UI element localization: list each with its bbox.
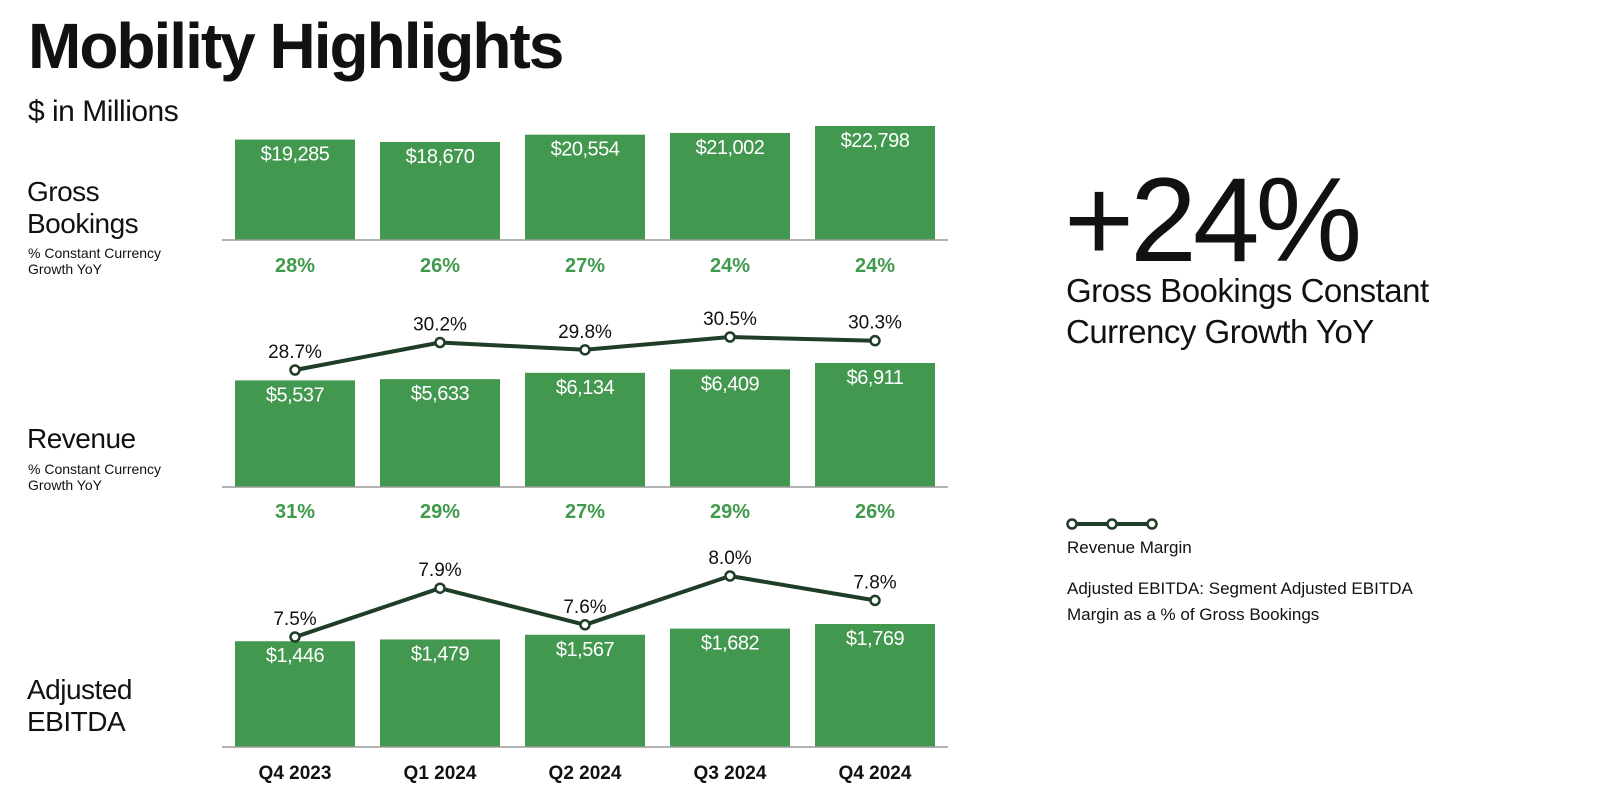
adjusted-ebitda-bar	[235, 641, 355, 747]
adjusted-ebitda-value-label: $1,479	[411, 643, 470, 665]
legend-label: Revenue Margin	[1067, 538, 1192, 557]
category-label: Q2 2024	[549, 763, 622, 784]
gross-bookings-growth-label: 27%	[565, 255, 605, 277]
revenue-margin-label: 30.2%	[413, 315, 467, 336]
gross-bookings-bar	[525, 134, 645, 240]
gross-bookings-growth-label: 24%	[710, 255, 750, 277]
gross-bookings-value-label: $22,798	[841, 130, 910, 152]
gross-bookings-growth-label: 28%	[275, 255, 315, 277]
gross-bookings-growth-label: 26%	[420, 255, 460, 277]
revenue-bar	[815, 363, 935, 487]
revenue-growth-label: 29%	[710, 501, 750, 523]
revenue-margin-point	[579, 344, 591, 356]
revenue-sublabel: % Constant Currency Growth YoY	[28, 461, 161, 493]
revenue-bar	[235, 380, 355, 487]
revenue-growth-label: 31%	[275, 501, 315, 523]
gross-bookings-bar	[380, 141, 500, 240]
page-subtitle: $ in Millions	[28, 95, 179, 128]
revenue-margin-point	[869, 334, 881, 347]
gross-bookings-label-line1: Gross	[27, 176, 100, 207]
legend-note: Adjusted EBITDA: Segment Adjusted EBITDA…	[1067, 579, 1412, 624]
revenue-margin-label: 30.3%	[848, 313, 902, 334]
adjusted-ebitda-margin-label: 7.5%	[273, 609, 316, 630]
gross-bookings-value-label: $18,670	[406, 146, 475, 168]
mobility-chart: $19,285 $18,670 $20,554 $21,002 $22,798 28% 26…	[222, 126, 948, 784]
revenue-margin-label: 28.7%	[268, 342, 322, 363]
adjusted-ebitda-label: Adjusted EBITDA	[27, 674, 132, 738]
gross-bookings-value-label: $20,554	[551, 139, 620, 161]
gross-bookings-bar	[670, 132, 790, 240]
revenue-value-label: $5,537	[266, 384, 325, 406]
adjusted-ebitda-margin-label: 7.9%	[418, 560, 461, 581]
revenue-margin-point	[434, 336, 446, 349]
legend-marker	[1146, 518, 1158, 530]
category-label: Q4 2024	[839, 763, 912, 784]
gross-bookings-growth-label: 24%	[855, 255, 895, 277]
revenue-growth-label: 26%	[855, 501, 895, 523]
adjusted-ebitda-margin-label: 7.8%	[853, 572, 896, 593]
adjusted-ebitda-margin-point	[579, 619, 591, 631]
gross-bookings-value-label: $21,002	[696, 137, 765, 159]
revenue-margin-point	[724, 331, 736, 343]
revenue-label: Revenue	[27, 423, 136, 454]
adjusted-ebitda-margin-point	[434, 582, 446, 594]
big-stat-value: +24%	[1064, 153, 1362, 287]
revenue-value-label: $6,409	[701, 373, 760, 395]
adjusted-ebitda-bar	[380, 639, 500, 747]
legend-marker	[1066, 518, 1078, 530]
revenue-value-label: $6,134	[556, 377, 615, 399]
revenue-bar	[525, 372, 645, 487]
revenue-growth-label: 27%	[565, 501, 605, 523]
page-title: Mobility Highlights	[28, 10, 564, 82]
adjusted-ebitda-value-label: $1,446	[266, 645, 325, 667]
adjusted-ebitda-bar	[670, 628, 790, 747]
revenue-margin-label: 29.8%	[558, 322, 612, 343]
adjusted-ebitda-bar	[525, 634, 645, 747]
adjusted-ebitda-bar	[815, 624, 935, 747]
gross-bookings-sublabel-line1: % Constant Currency	[28, 245, 162, 261]
category-label: Q1 2024	[404, 763, 477, 784]
revenue-value-label: $6,911	[847, 367, 904, 389]
adjusted-ebitda-value-label: $1,769	[846, 628, 905, 650]
revenue-sublabel-line1: % Constant Currency	[28, 461, 162, 477]
revenue-bar	[670, 369, 790, 487]
legend-marker	[1106, 518, 1118, 530]
adjusted-ebitda-margin-label: 7.6%	[563, 597, 606, 618]
revenue-margin-label: 30.5%	[703, 309, 757, 330]
category-label: Q3 2024	[694, 763, 767, 784]
adjusted-ebitda-margin-point	[289, 631, 301, 643]
gross-bookings-value-label: $19,285	[261, 144, 330, 166]
gross-bookings-sublabel: % Constant Currency Growth YoY	[28, 245, 161, 277]
gross-bookings-bar	[235, 139, 355, 240]
category-label: Q4 2023	[259, 763, 332, 784]
gross-bookings-label-line2: Bookings	[27, 208, 139, 239]
adjusted-ebitda-margin-point	[869, 594, 881, 607]
gross-bookings-sublabel-line2: Growth YoY	[28, 261, 102, 277]
adjusted-ebitda-value-label: $1,682	[701, 633, 760, 655]
adjusted-ebitda-margin-point	[724, 570, 736, 582]
legend-line-icon	[1066, 518, 1158, 530]
adjusted-ebitda-label-line2: EBITDA	[27, 706, 126, 737]
revenue-bar	[380, 379, 500, 487]
revenue-value-label: $5,633	[411, 383, 470, 405]
revenue-growth-label: 29%	[420, 501, 460, 523]
adjusted-ebitda-value-label: $1,567	[556, 639, 615, 661]
adjusted-ebitda-margin-label: 8.0%	[708, 548, 751, 569]
gross-bookings-label: Gross Bookings	[27, 176, 139, 240]
big-stat-label: Gross Bookings Constant Currency Growth …	[1066, 272, 1429, 350]
gross-bookings-bar	[815, 126, 935, 240]
revenue-sublabel-line2: Growth YoY	[28, 477, 102, 493]
revenue-margin-point	[289, 364, 301, 376]
adjusted-ebitda-label-line1: Adjusted	[27, 674, 132, 705]
